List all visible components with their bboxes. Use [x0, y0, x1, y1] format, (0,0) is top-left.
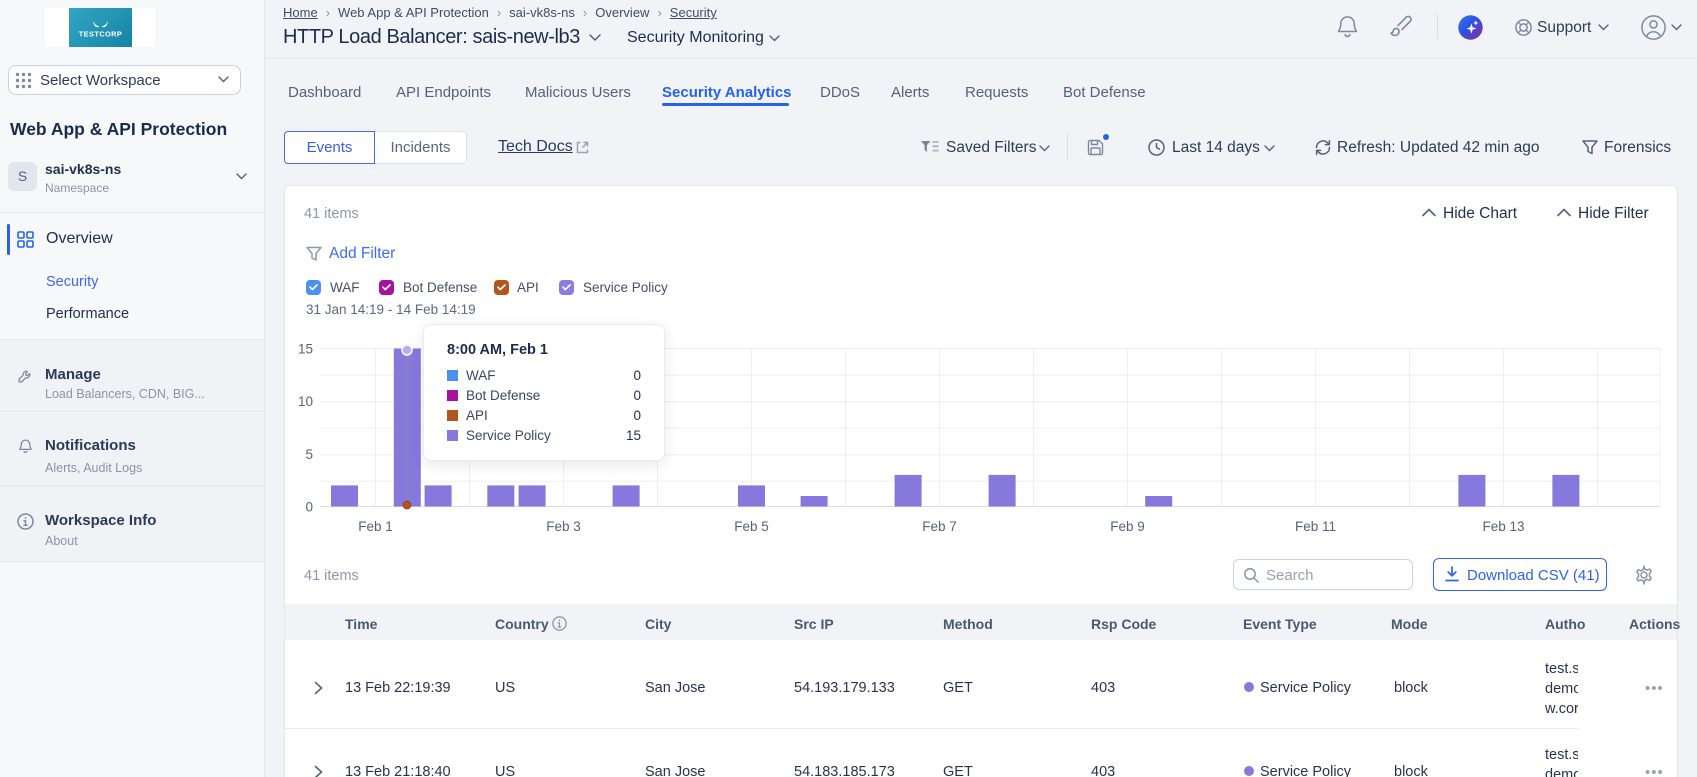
svg-text:TESTCORP: TESTCORP	[79, 30, 122, 39]
svg-text:Feb 1: Feb 1	[358, 519, 393, 534]
svg-text:Feb 7: Feb 7	[922, 519, 957, 534]
svg-text:15: 15	[298, 342, 313, 357]
svg-text:Feb 3: Feb 3	[546, 519, 581, 534]
svg-text:Feb 5: Feb 5	[734, 519, 769, 534]
svg-text:Feb 13: Feb 13	[1482, 519, 1524, 534]
svg-text:10: 10	[298, 394, 313, 409]
svg-text:Feb 9: Feb 9	[1110, 519, 1145, 534]
svg-text:5: 5	[305, 447, 313, 462]
svg-text:0: 0	[305, 500, 313, 515]
svg-text:Feb 11: Feb 11	[1295, 519, 1336, 534]
